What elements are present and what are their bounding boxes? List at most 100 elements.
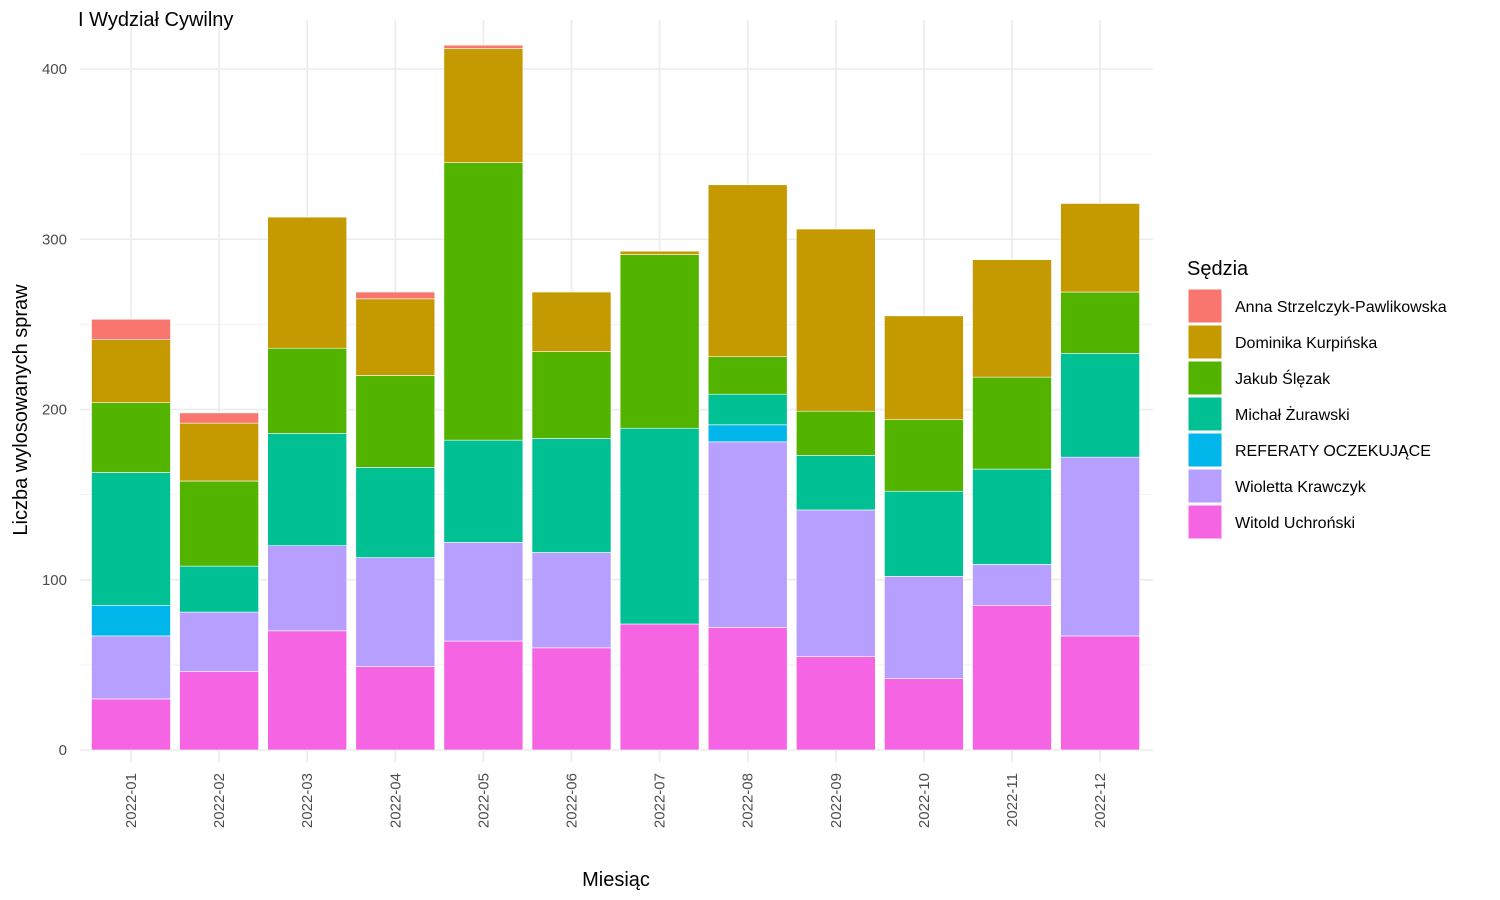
bar-segment	[707, 424, 788, 443]
bar-segment	[707, 184, 788, 358]
bar-segment	[267, 630, 348, 751]
bar-segment	[972, 376, 1052, 470]
bar-segment	[443, 541, 524, 642]
legend-label: Wioletta Krawczyk	[1235, 479, 1367, 496]
x-tick-label: 2022-10	[916, 773, 933, 828]
bar-segment	[531, 438, 612, 553]
bar-segment	[179, 412, 259, 424]
bar-segment	[91, 635, 171, 700]
legend-label: Dominika Kurpińska	[1235, 335, 1377, 352]
legend-key	[1187, 324, 1223, 360]
legend-key	[1187, 288, 1223, 324]
x-tick-label: 2022-02	[211, 773, 228, 828]
bar-segment	[443, 162, 524, 441]
legend: Sędzia Anna Strzelczyk-Pawlikowska Domini…	[1187, 258, 1447, 540]
bar-segment	[91, 604, 171, 637]
bar-segment	[1060, 353, 1140, 458]
bar-segment	[884, 576, 964, 679]
bar-segment	[795, 509, 876, 657]
legend-key	[1187, 360, 1223, 396]
bar-segment	[1060, 291, 1140, 354]
x-tick-label: 2022-11	[1004, 773, 1021, 827]
bar-segment	[884, 419, 964, 492]
bar-segment	[795, 410, 876, 456]
bar-segment	[355, 467, 436, 558]
bar-segment	[619, 250, 700, 255]
x-axis-title: Miesiąc	[582, 869, 650, 891]
bar-segment	[267, 433, 348, 546]
x-tick-label: 2022-12	[1092, 773, 1109, 828]
bar-segment	[707, 356, 788, 395]
bar-segment	[531, 291, 612, 352]
legend-key	[1187, 504, 1223, 540]
bar-segment	[795, 228, 876, 412]
x-tick-label: 2022-09	[828, 773, 845, 828]
legend-key	[1187, 468, 1223, 504]
bar-segment	[355, 291, 436, 300]
bar-segment	[267, 216, 348, 349]
bar-segment	[91, 698, 171, 751]
bar-segment	[355, 375, 436, 468]
bar-segment	[443, 439, 524, 543]
legend-title: Sędzia	[1187, 258, 1249, 280]
y-tick-label: 200	[42, 402, 67, 419]
y-axis-title: Liczba wylosowanych spraw	[10, 284, 32, 536]
bar-segment	[972, 564, 1052, 606]
bar-segment	[443, 640, 524, 751]
bar-segment	[1060, 456, 1140, 637]
bar-segment	[531, 647, 612, 751]
y-axis-ticks: 0 100 200 300 400	[42, 61, 67, 759]
bar-segment	[707, 393, 788, 426]
legend-label: Michał Żurawski	[1235, 405, 1350, 424]
bar-segment	[884, 490, 964, 577]
bar-segment	[972, 468, 1052, 565]
bar-segment	[179, 671, 259, 751]
bar-segment	[707, 627, 788, 751]
legend-label: Anna Strzelczyk-Pawlikowska	[1235, 299, 1447, 316]
bar-segment	[91, 318, 171, 340]
x-tick-label: 2022-07	[652, 773, 669, 828]
bar-segment	[531, 552, 612, 649]
x-axis-ticks: 2022-01 2022-02 2022-03 2022-04 2022-05 2022-…	[123, 773, 1109, 828]
bar-segment	[619, 427, 700, 625]
bar-segment	[972, 259, 1052, 378]
bar-segment	[619, 623, 700, 751]
bar-segment	[179, 480, 259, 567]
bar-segment	[884, 678, 964, 751]
bar-segment	[443, 48, 524, 163]
legend-label: Jakub Ślęzak	[1235, 369, 1331, 388]
y-tick-label: 300	[42, 231, 67, 248]
x-tick-label: 2022-08	[740, 773, 757, 828]
y-tick-label: 400	[42, 61, 67, 78]
bar-segment	[619, 254, 700, 429]
bar-segment	[795, 455, 876, 511]
x-tick-label: 2022-05	[475, 773, 492, 828]
bar-segment	[884, 315, 964, 421]
x-tick-label: 2022-01	[123, 773, 140, 828]
legend-key	[1187, 396, 1223, 432]
y-tick-label: 0	[59, 742, 67, 759]
bar-segment	[972, 604, 1052, 751]
chart-title: I Wydział Cywilny	[78, 9, 233, 31]
bar-segment	[707, 441, 788, 628]
bar-segment	[91, 472, 171, 606]
bar-segment	[531, 351, 612, 439]
legend-key	[1187, 432, 1223, 468]
bars	[91, 44, 1140, 751]
bar-segment	[179, 611, 259, 672]
y-tick-label: 100	[42, 572, 67, 589]
bar-segment	[355, 557, 436, 667]
bar-segment	[91, 402, 171, 473]
bar-segment	[795, 656, 876, 751]
legend-label: Witold Uchroński	[1235, 515, 1355, 532]
bar-segment	[355, 666, 436, 751]
bar-segment	[267, 545, 348, 632]
bar-segment	[179, 422, 259, 482]
bar-segment	[1060, 203, 1140, 293]
bar-segment	[267, 347, 348, 434]
bar-segment	[179, 565, 259, 613]
legend-label: REFERATY OCZEKUJĄCE	[1235, 443, 1431, 460]
x-tick-label: 2022-06	[564, 773, 581, 828]
